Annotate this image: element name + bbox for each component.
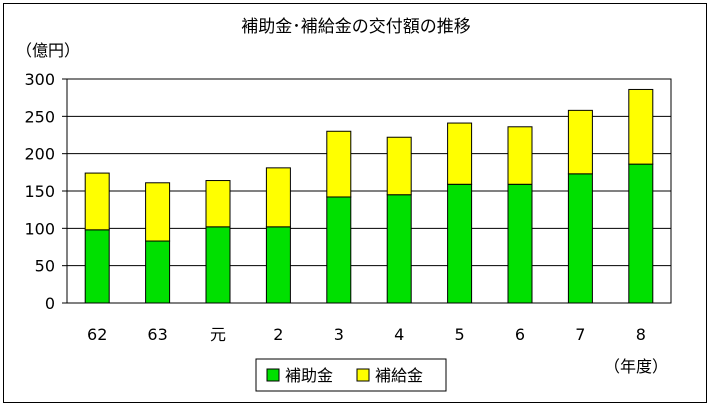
bar-segment-supply (567, 109, 593, 175)
y-tick-label: 150 (24, 182, 55, 201)
bar-segment-subsidy (447, 183, 473, 304)
bar-segment-subsidy (265, 226, 291, 304)
bar-segment-subsidy (326, 196, 352, 304)
y-tick-label: 250 (24, 107, 55, 126)
legend: 補助金 補給金 (255, 358, 447, 392)
x-tick-label: 63 (147, 325, 167, 344)
x-tick-label: 元 (210, 325, 226, 344)
plot-area-border (66, 78, 672, 304)
bar-segment-supply (145, 182, 171, 242)
x-tick-label: 8 (636, 325, 646, 344)
legend-label-supply: 補給金 (375, 366, 423, 385)
bar-segment-subsidy (145, 240, 171, 304)
x-axis-label: （年度） (604, 357, 668, 376)
x-tick-label: 2 (273, 325, 283, 344)
x-tick-label: 3 (334, 325, 344, 344)
bar-segment-supply (326, 130, 352, 198)
x-tick-label: 6 (515, 325, 525, 344)
bar-segment-subsidy (205, 226, 231, 304)
legend-swatch-supply (356, 368, 370, 382)
y-tick-label: 0 (45, 294, 55, 313)
y-tick-label: 100 (24, 219, 55, 238)
y-axis-ticks: 0 50 100 150 200 250 300 (24, 70, 67, 313)
x-axis-ticks: 62 63 元 2 3 4 5 6 7 8 (87, 325, 646, 344)
bars (84, 88, 654, 304)
x-tick-label: 62 (87, 325, 107, 344)
y-tick-label: 50 (35, 257, 55, 276)
chart-title: 補助金･補給金の交付額の推移 (241, 17, 471, 37)
bar-segment-supply (386, 136, 412, 196)
bar-segment-subsidy (84, 229, 110, 304)
bar-segment-supply (84, 172, 110, 231)
x-tick-label: 7 (575, 325, 585, 344)
bar-segment-supply (628, 88, 654, 165)
legend-swatch-subsidy (266, 368, 280, 382)
bar-segment-subsidy (507, 183, 533, 304)
bar-segment-subsidy (628, 163, 654, 304)
x-tick-label: 4 (394, 325, 404, 344)
y-tick-label: 200 (24, 145, 55, 164)
legend-box (255, 358, 447, 392)
bar-segment-supply (205, 180, 231, 228)
legend-label-subsidy: 補助金 (285, 366, 333, 385)
y-axis-label: （億円） (16, 41, 80, 60)
bar-segment-supply (265, 167, 291, 228)
bar-segment-supply (507, 126, 533, 185)
bar-segment-supply (447, 122, 473, 185)
y-tick-label: 300 (24, 70, 55, 89)
bar-segment-subsidy (567, 173, 593, 304)
x-tick-label: 5 (455, 325, 465, 344)
bar-segment-subsidy (386, 194, 412, 304)
